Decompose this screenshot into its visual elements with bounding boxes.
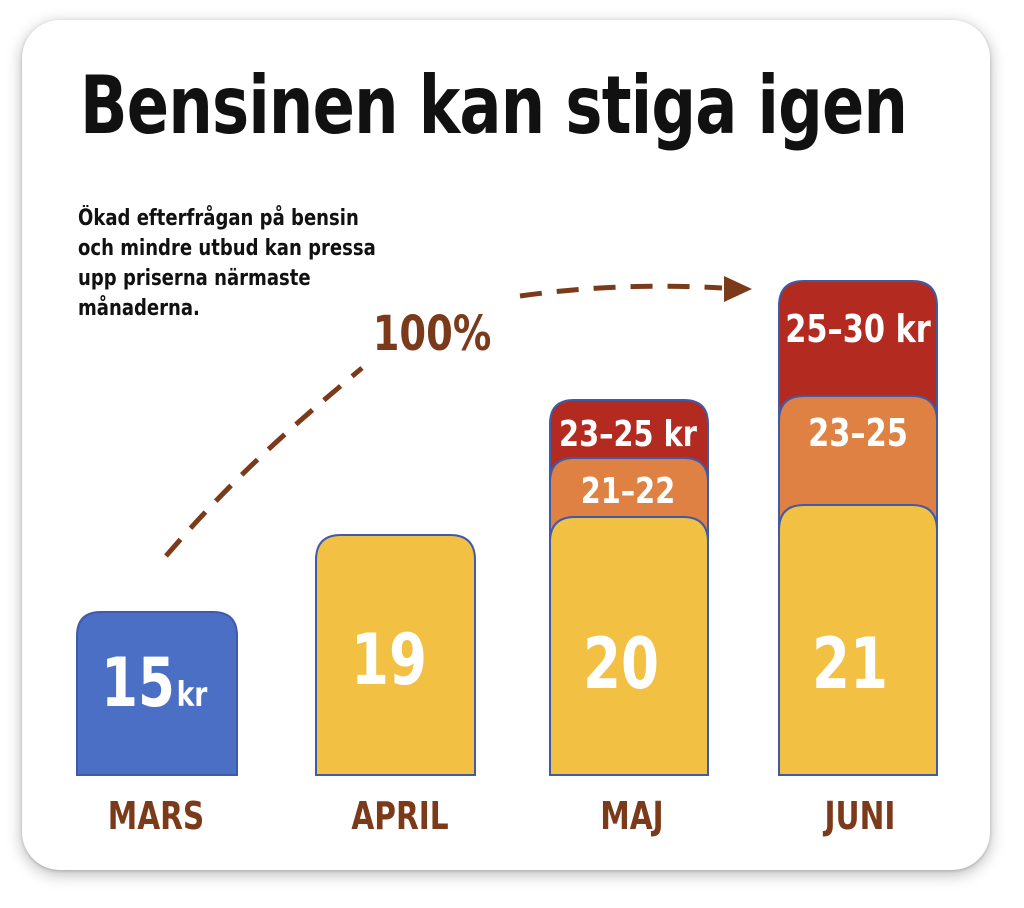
category-label-juni: JUNI [823, 794, 896, 839]
chart-title: Bensinen kan stiga igen [80, 59, 908, 152]
unit-label-mars: kr [177, 676, 208, 715]
value-label-april: 19 [351, 619, 427, 700]
bar-mars [76, 611, 238, 776]
range-label-juni-mid: 23–25 [808, 412, 908, 456]
range-label-maj-mid: 21–22 [581, 470, 676, 512]
value-label-maj: 20 [583, 623, 659, 704]
category-label-mars: MARS [108, 794, 205, 839]
category-label-maj: MAJ [600, 794, 663, 839]
bar-april [315, 534, 476, 776]
arrowhead-icon [724, 276, 752, 302]
increase-arrow-tail [519, 283, 723, 299]
range-label-juni-high: 25–30 kr [785, 308, 931, 352]
value-label-mars: 15 [101, 644, 175, 723]
bar-maj [549, 516, 709, 776]
increase-arrow [164, 366, 364, 558]
range-label-maj-high: 23–25 kr [559, 413, 697, 455]
bar-juni [778, 504, 938, 776]
value-label-juni: 21 [812, 623, 888, 704]
chart-subtitle: Ökad efterfrågan på bensin och mindre ut… [78, 206, 376, 321]
category-label-april: APRIL [351, 794, 448, 839]
percent-annotation: 100% [373, 307, 492, 362]
